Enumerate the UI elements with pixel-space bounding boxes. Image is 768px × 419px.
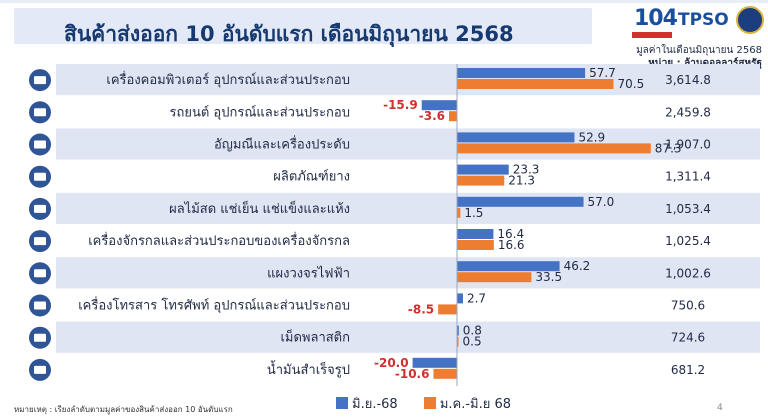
bar-series2: [457, 143, 651, 154]
ministry-seal-icon: [736, 6, 764, 34]
export-value-label: 1,053.4: [665, 202, 711, 216]
data-label-series1: -15.9: [383, 98, 418, 112]
export-value-label: 1,907.0: [665, 138, 711, 152]
title-banner: สินค้าส่งออก 10 อันดับแรก เดือนมิถุนายน …: [14, 8, 592, 46]
row-band: [56, 64, 760, 96]
data-label-series2: -8.5: [408, 302, 434, 316]
page-number: 4: [717, 403, 723, 413]
row-band: [56, 192, 760, 224]
bar-series1: [457, 132, 575, 143]
logo-104: 104: [634, 6, 678, 31]
gem-icon-glyph: [34, 140, 46, 149]
legend-item-series2: ม.ค.-มิ.ย 68: [423, 393, 512, 414]
logo-tpso: TPSO: [678, 10, 729, 30]
footnote: หมายเหตุ : เรียงลำดับตามมูลค่าของสินค้าส…: [14, 405, 233, 414]
data-label-series1: 46.2: [564, 259, 591, 273]
circuit-icon-glyph: [34, 269, 46, 278]
bar-series2: [457, 79, 614, 89]
tire-icon-glyph: [34, 172, 46, 181]
category-label: เม็ดพลาสติก: [280, 328, 350, 346]
bar-series2: [457, 336, 459, 347]
data-label-series2: 87.3: [655, 141, 682, 155]
bar-series2: [457, 272, 532, 283]
data-label-series1: 57.7: [589, 66, 616, 80]
bar-series1: [457, 293, 463, 304]
data-label-series2: 16.6: [498, 238, 525, 252]
data-label-series1: 16.4: [497, 227, 524, 241]
category-label: เครื่องโทรสาร โทรศัพท์ อุปกรณ์และส่วนประ…: [78, 297, 350, 314]
unit-note: หน่วย : ล้านดอลลาร์สหรัฐ: [648, 58, 762, 69]
data-label-series2: 0.5: [463, 335, 482, 349]
bar-series1: [457, 261, 560, 272]
logo-area: 104 TPSO: [630, 4, 766, 44]
legend-label-series1: มิ.ย.-68: [352, 397, 398, 412]
oil-icon-glyph: [34, 365, 46, 374]
logo-ribbon: [632, 32, 672, 38]
bar-series1: [457, 164, 509, 175]
row-band: [56, 257, 760, 289]
bar-series2: [433, 368, 457, 379]
data-label-series2: 33.5: [535, 270, 562, 284]
value-note: มูลค่าในเดือนมิถุนายน 2568: [636, 45, 762, 56]
bar-series1: [457, 325, 459, 336]
bar-series2: [457, 175, 505, 186]
export-value-label: 724.6: [671, 331, 705, 345]
export-value-label: 1,002.6: [665, 266, 711, 280]
bar-series2: [457, 240, 494, 250]
bar-series2: [438, 304, 457, 315]
category-label: ผลไม้สด แช่เย็น แช่แข็งและแห้ง: [169, 199, 350, 217]
top-rule: [0, 0, 768, 3]
bar-series1: [457, 68, 586, 78]
page-title: สินค้าส่งออก 10 อันดับแรก เดือนมิถุนายน …: [64, 22, 514, 46]
gear-icon-glyph: [34, 237, 46, 246]
data-label-series2: -10.6: [395, 367, 430, 381]
computer-icon-glyph: [34, 76, 46, 85]
export-value-label: 3,614.8: [665, 73, 711, 87]
legend-item-series1: มิ.ย.-68: [336, 393, 398, 414]
category-label: เครื่องจักรกลและส่วนประกอบของเครื่องจักร…: [88, 232, 350, 249]
data-label-series2: 1.5: [464, 206, 483, 220]
export-value-label: 1,311.4: [665, 170, 711, 184]
bar-series2: [457, 207, 461, 218]
data-label-series1: 0.8: [463, 324, 482, 338]
row-band: [56, 321, 760, 353]
car-icon-glyph: [34, 108, 46, 117]
export-value-label: 1,025.4: [665, 234, 711, 248]
data-label-series1: 23.3: [513, 163, 540, 177]
export-value-label: 750.6: [671, 299, 705, 313]
bar-series1: [457, 229, 494, 239]
data-label-series1: 2.7: [467, 291, 486, 305]
category-label: แผงวงจรไฟฟ้า: [267, 265, 350, 281]
export-value-label: 681.2: [671, 363, 705, 377]
category-label: น้ำมันสำเร็จรูป: [267, 360, 350, 378]
export-value-label: 2,459.8: [665, 105, 711, 119]
data-label-series2: 21.3: [508, 174, 535, 188]
category-label: รถยนต์ อุปกรณ์และส่วนประกอบ: [169, 104, 350, 120]
data-label-series2: -3.6: [419, 109, 445, 123]
data-label-series1: 57.0: [588, 195, 615, 209]
bar-series1: [457, 196, 584, 207]
bar-series1: [421, 100, 457, 111]
category-label: ผลิตภัณฑ์ยาง: [273, 169, 350, 185]
data-label-series1: -20.0: [374, 356, 409, 370]
fruit-icon-glyph: [34, 204, 46, 213]
category-label: อัญมณีและเครื่องประดับ: [214, 136, 350, 153]
category-label: เครื่องคอมพิวเตอร์ อุปกรณ์และส่วนประกอบ: [106, 71, 350, 88]
legend-swatch-series2: [423, 397, 436, 409]
plastic-icon-glyph: [34, 333, 46, 342]
bar-series2: [449, 111, 457, 122]
data-label-series2: 70.5: [618, 77, 645, 91]
legend-swatch-series1: [336, 397, 348, 409]
bar-series1: [412, 357, 457, 368]
legend-label-series2: ม.ค.-มิ.ย 68: [439, 397, 512, 412]
phone-icon-glyph: [34, 301, 46, 310]
data-label-series1: 52.9: [578, 130, 605, 144]
legend: มิ.ย.-68 ม.ค.-มิ.ย 68: [336, 393, 533, 414]
